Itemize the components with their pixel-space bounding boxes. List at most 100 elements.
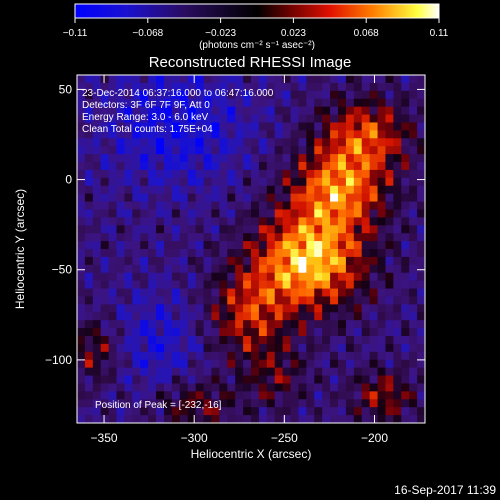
heatmap-cell <box>330 138 339 147</box>
heatmap-cell <box>108 264 118 274</box>
heatmap-cell <box>84 185 94 195</box>
heatmap-cell <box>203 407 213 416</box>
heatmap-cell <box>140 106 149 116</box>
heatmap-cell <box>179 82 189 92</box>
heatmap-cell <box>274 162 284 171</box>
heatmap-cell <box>140 193 149 203</box>
heatmap-cell <box>258 249 268 258</box>
heatmap-cell <box>77 75 86 84</box>
heatmap-cell <box>401 185 410 195</box>
heatmap-cell <box>401 169 410 179</box>
heatmap-cell <box>164 217 173 226</box>
heatmap-cell <box>92 122 102 131</box>
heatmap-cell <box>140 288 149 298</box>
heatmap-cell <box>148 162 157 171</box>
heatmap-cell <box>258 264 268 274</box>
heatmap-cell <box>84 138 94 147</box>
heatmap-cell <box>124 320 133 329</box>
heatmap-cell <box>266 280 276 290</box>
heatmap-cell <box>345 233 355 242</box>
heatmap-cell <box>282 407 292 416</box>
heatmap-cell <box>338 122 347 131</box>
heatmap-cell <box>290 288 300 298</box>
heatmap-cell <box>306 193 315 203</box>
heatmap-cell <box>92 399 102 408</box>
heatmap-cell <box>84 264 94 274</box>
heatmap-cell <box>140 272 149 282</box>
heatmap-cell <box>195 383 205 392</box>
heatmap-cell <box>132 256 141 266</box>
heatmap-cell <box>369 217 379 226</box>
heatmap-cell <box>235 130 244 139</box>
heatmap-cell <box>393 154 402 163</box>
heatmap-cell <box>92 106 102 116</box>
heatmap-cell <box>393 312 402 321</box>
heatmap-cell <box>227 98 236 108</box>
heatmap-cell <box>195 162 205 171</box>
heatmap-cell <box>345 82 355 92</box>
heatmap-cell <box>401 106 410 116</box>
heatmap-cell <box>361 185 371 195</box>
heatmap-cell <box>322 367 331 377</box>
heatmap-cell <box>306 169 315 179</box>
heatmap-cell <box>417 82 425 92</box>
heatmap-cell <box>314 256 323 266</box>
heatmap-cell <box>100 320 110 329</box>
heatmap-cell <box>385 399 394 408</box>
heatmap-cell <box>417 288 425 298</box>
heatmap-cell <box>353 209 363 218</box>
heatmap-cell <box>179 391 189 400</box>
heatmap-cell <box>195 185 205 195</box>
heatmap-cell <box>235 90 244 100</box>
heatmap-cell <box>164 391 173 400</box>
heatmap-cell <box>353 343 363 353</box>
heatmap-cell <box>140 169 149 179</box>
heatmap-cell <box>187 201 197 211</box>
heatmap-cell <box>401 407 410 416</box>
heatmap-cell <box>338 98 347 108</box>
heatmap-cell <box>108 367 118 377</box>
heatmap-cell <box>219 288 228 298</box>
heatmap-cell <box>361 272 371 282</box>
heatmap-cell <box>322 351 331 361</box>
heatmap-cell <box>195 217 205 226</box>
heatmap-cell <box>314 82 323 92</box>
heatmap-cell <box>266 367 276 377</box>
heatmap-cell <box>235 138 244 147</box>
heatmap-cell <box>306 320 315 329</box>
heatmap-cell <box>164 351 173 361</box>
heatmap-cell <box>251 138 260 147</box>
heatmap-cell <box>195 343 205 353</box>
heatmap-cell <box>282 249 292 258</box>
heatmap-cell <box>306 225 315 234</box>
heatmap-cell <box>77 193 86 203</box>
heatmap-cell <box>417 312 425 321</box>
heatmap-cell <box>306 122 315 131</box>
heatmap-cell <box>393 391 402 400</box>
heatmap-cell <box>235 106 244 116</box>
heatmap-cell <box>274 375 284 385</box>
heatmap-cell <box>203 146 213 155</box>
heatmap-cell <box>235 217 244 226</box>
heatmap-cell <box>290 75 300 84</box>
heatmap-cell <box>116 169 126 179</box>
heatmap-cell <box>377 90 387 100</box>
heatmap-cell <box>203 82 213 92</box>
heatmap-cell <box>171 114 181 124</box>
heatmap-cell <box>385 193 394 203</box>
heatmap-cell <box>92 90 102 100</box>
heatmap-cell <box>227 320 236 329</box>
heatmap-cell <box>345 90 355 100</box>
heatmap-cell <box>171 201 181 211</box>
heatmap-cell <box>179 130 189 139</box>
heatmap-cell <box>164 296 173 305</box>
heatmap-cell <box>156 320 165 329</box>
heatmap-cell <box>92 296 102 305</box>
heatmap-cell <box>235 122 244 131</box>
heatmap-cell <box>401 375 410 385</box>
heatmap-cell <box>140 225 149 234</box>
heatmap-cell <box>140 280 149 290</box>
footer-timestamp: 16-Sep-2017 11:39 <box>394 483 496 497</box>
heatmap-cell <box>401 138 410 147</box>
heatmap-cell <box>369 312 379 321</box>
